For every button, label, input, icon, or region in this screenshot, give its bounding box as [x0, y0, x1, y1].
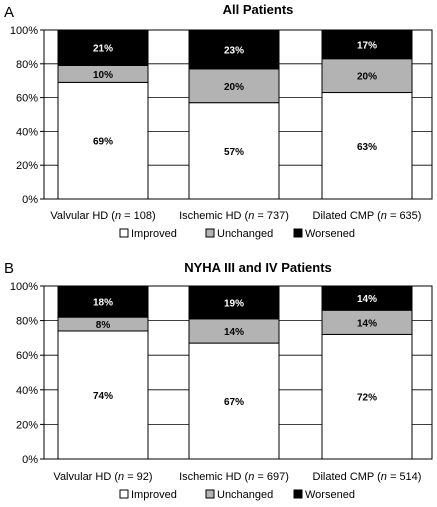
y-tick-label: 40%	[16, 385, 38, 397]
y-tick-label: 80%	[16, 59, 38, 71]
legend-swatch-worsened	[293, 489, 303, 499]
data-label-unchanged: 8%	[96, 320, 111, 331]
y-tick-label: 60%	[16, 93, 38, 105]
data-label-unchanged: 14%	[224, 327, 244, 338]
data-label-worsened: 19%	[224, 298, 244, 309]
legend-label-worsened: Worsened	[305, 228, 355, 240]
legend-label-improved: Improved	[131, 489, 177, 501]
legend-swatch-improved	[119, 228, 129, 238]
category-label: Dilated CMP (n = 635)	[313, 210, 422, 222]
y-tick-label: 20%	[16, 419, 38, 431]
y-tick-label: 0%	[22, 194, 38, 206]
chart-panel-a: A All Patients 0% 20% 40% 60% 80% 100% 69% 10% 21%…	[4, 2, 433, 240]
legend-label-unchanged: Unchanged	[217, 489, 273, 501]
data-label-improved: 57%	[224, 147, 244, 158]
data-label-unchanged: 20%	[224, 82, 244, 93]
chart-title: All Patients	[223, 2, 294, 17]
data-label-unchanged: 10%	[93, 70, 113, 81]
chart-title: NYHA III and IV Patients	[184, 260, 332, 275]
data-label-worsened: 21%	[93, 44, 113, 55]
bar-worsened	[57, 29, 149, 66]
data-label-worsened: 23%	[224, 45, 244, 56]
bar-improved	[57, 330, 149, 460]
legend: Improved Unchanged Worsened	[119, 228, 355, 240]
y-tick-label: 80%	[16, 316, 38, 328]
bar-unchanged	[188, 318, 280, 344]
y-tick-label: 0%	[22, 454, 38, 466]
bar-unchanged	[321, 58, 413, 94]
bar-improved	[188, 342, 280, 460]
data-label-improved: 69%	[93, 137, 113, 148]
y-tick-label: 40%	[16, 126, 38, 138]
data-label-worsened: 17%	[357, 40, 377, 51]
bar-worsened	[188, 29, 280, 70]
panel-letter: A	[4, 4, 14, 21]
bar-worsened	[321, 285, 413, 311]
bar-improved	[188, 102, 280, 200]
bar-worsened	[321, 29, 413, 60]
bar-unchanged	[188, 68, 280, 104]
y-tick-label: 100%	[10, 25, 38, 37]
legend-label-unchanged: Unchanged	[217, 228, 273, 240]
bar-unchanged	[321, 309, 413, 335]
legend-swatch-unchanged	[205, 228, 215, 238]
data-label-improved: 74%	[93, 391, 113, 402]
category-label: Valvular HD (n = 92)	[53, 471, 152, 483]
data-label-worsened: 14%	[357, 294, 377, 305]
legend-swatch-improved	[119, 489, 129, 499]
data-label-improved: 72%	[357, 393, 377, 404]
category-label: Valvular HD (n = 108)	[50, 210, 155, 222]
bar-worsened	[57, 285, 149, 318]
legend-swatch-unchanged	[205, 489, 215, 499]
y-tick-label: 100%	[10, 281, 38, 293]
data-label-improved: 67%	[224, 397, 244, 408]
category-label: Ischemic HD (n = 737)	[179, 210, 289, 222]
category-label: Dilated CMP (n = 514)	[313, 471, 422, 483]
bar-improved	[321, 92, 413, 200]
y-tick-label: 60%	[16, 350, 38, 362]
panel-letter: B	[4, 260, 14, 277]
legend-label-improved: Improved	[131, 228, 177, 240]
legend: Improved Unchanged Worsened	[119, 489, 355, 501]
bar-improved	[321, 333, 413, 460]
data-label-unchanged: 20%	[357, 72, 377, 83]
bar-worsened	[188, 285, 280, 320]
category-label: Ischemic HD (n = 697)	[179, 471, 289, 483]
chart-panel-b: B NYHA III and IV Patients 0% 20% 40% 60% 80% 1…	[4, 260, 433, 501]
data-label-improved: 63%	[357, 142, 377, 153]
data-label-worsened: 18%	[93, 298, 113, 309]
legend-swatch-worsened	[293, 228, 303, 238]
y-tick-label: 20%	[16, 160, 38, 172]
legend-label-worsened: Worsened	[305, 489, 355, 501]
data-label-unchanged: 14%	[357, 318, 377, 329]
bar-improved	[57, 81, 149, 200]
